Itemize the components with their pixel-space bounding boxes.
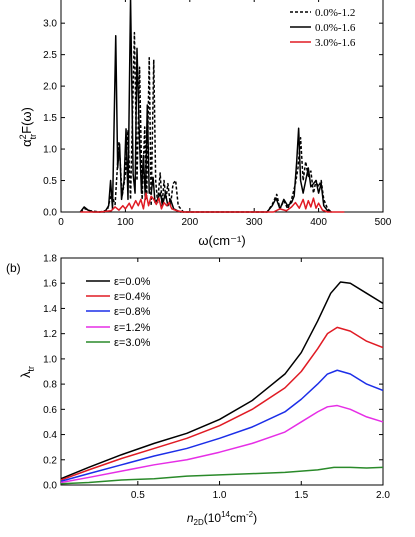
panel-b-lambda-chart: (b) 0.0 0.2 0.4 0.6 0.8 1.0 1.2 1.4 1.6 1.8 0.5 1.… xyxy=(6,254,390,528)
legend-label-eps-0-0: ε=0.0% xyxy=(114,276,151,288)
series-line-0 xyxy=(79,31,332,213)
panel-a-x-axis-label: ω(cm⁻¹) xyxy=(198,233,245,248)
panel-b-x-label-sub: 2D xyxy=(194,518,204,527)
x-tick-label: 500 xyxy=(375,217,392,228)
y-tick-label: 3.0 xyxy=(43,19,57,30)
y-tick-label: 1.0 xyxy=(43,354,57,365)
panel-b-plot-frame xyxy=(60,257,384,486)
series-line-2 xyxy=(60,369,384,482)
panel-b-y-label-lambda: λ xyxy=(18,371,33,378)
x-tick-label: 300 xyxy=(246,217,263,228)
panel-b-legend: ε=0.0% ε=0.4% ε=0.8% ε=1.2% ε=3.0% xyxy=(86,276,151,349)
panel-a-y-label-sup: 2 xyxy=(18,134,28,139)
panel-b-x-label-unit: cm xyxy=(230,511,246,525)
x-tick-label: 1.0 xyxy=(213,490,227,501)
y-tick-label: 1.6 xyxy=(43,279,57,290)
y-tick-label: 0.5 xyxy=(43,176,57,187)
series-line-2 xyxy=(80,192,345,213)
panel-b-y-axis-label: λtr xyxy=(18,366,36,378)
y-tick-label: 2.5 xyxy=(43,50,57,61)
y-tick-label: 0.0 xyxy=(43,481,57,492)
panel-b-x-label-unit-sup: -2 xyxy=(246,510,254,519)
y-tick-label: 1.5 xyxy=(43,113,57,124)
y-tick-label: 2.0 xyxy=(43,82,57,93)
panel-a-x-ticks: 0 100 200 300 400 500 xyxy=(58,0,392,228)
y-tick-label: 0.6 xyxy=(43,405,57,416)
panel-a-y-label-tail: F(ω) xyxy=(19,107,34,134)
panel-b-y-label-sub: tr xyxy=(26,366,36,372)
legend-label-3-0-1-6: 3.0%-1.6 xyxy=(315,37,356,49)
y-tick-label: 1.8 xyxy=(43,254,57,265)
series-line-0 xyxy=(60,281,384,480)
panel-a-series-lines xyxy=(79,0,345,213)
legend-label-eps-1-2: ε=1.2% xyxy=(114,322,151,334)
x-tick-label: 200 xyxy=(181,217,198,228)
panel-a-y-label-alpha: α xyxy=(19,139,34,147)
panel-b-y-ticks: 0.0 0.2 0.4 0.6 0.8 1.0 1.2 1.4 1.6 1.8 xyxy=(43,254,383,492)
series-line-3 xyxy=(60,404,384,484)
y-tick-label: 0.2 xyxy=(43,455,57,466)
y-tick-label: 1.4 xyxy=(43,304,57,315)
panel-b-x-label-tail: (10 xyxy=(204,511,222,525)
x-tick-label: 0 xyxy=(58,217,64,228)
panel-b-label: (b) xyxy=(6,261,21,275)
y-tick-label: 0.8 xyxy=(43,380,57,391)
legend-label-eps-3-0: ε=3.0% xyxy=(114,337,151,349)
series-line-1 xyxy=(60,326,384,481)
panel-b-x-label-close: ) xyxy=(253,511,257,525)
panel-a-y-axis-label: α2trF(ω) xyxy=(18,107,38,147)
x-tick-label: 100 xyxy=(117,217,134,228)
panel-b-x-label-sup: 14 xyxy=(221,510,230,519)
y-tick-label: 0.0 xyxy=(43,208,57,219)
panel-a-y-label-sub: tr xyxy=(28,134,38,140)
x-tick-label: 400 xyxy=(310,217,327,228)
panel-b-x-label-n: n xyxy=(187,511,194,525)
series-line-4 xyxy=(60,466,384,485)
panel-b-x-axis-label: n2D(1014cm-2) xyxy=(187,510,257,527)
y-tick-label: 1.0 xyxy=(43,145,57,156)
panel-a-legend: 0.0%-1.2 0.0%-1.6 3.0%-1.6 xyxy=(290,7,356,49)
y-tick-label: 1.2 xyxy=(43,329,57,340)
legend-label-0-0-1-2: 0.0%-1.2 xyxy=(315,7,355,19)
legend-label-eps-0-4: ε=0.4% xyxy=(114,291,151,303)
x-tick-label: 0.5 xyxy=(131,490,145,501)
x-tick-label: 2.0 xyxy=(376,490,390,501)
legend-label-eps-0-8: ε=0.8% xyxy=(114,306,151,318)
y-tick-label: 0.4 xyxy=(43,430,57,441)
series-line-1 xyxy=(79,0,332,213)
panel-b-series-lines xyxy=(60,281,384,485)
panel-a-spectral-function-chart: 0.0 0.5 1.0 1.5 2.0 2.5 3.0 0 100 200 300 400 500 0… xyxy=(18,0,392,248)
legend-label-0-0-1-6: 0.0%-1.6 xyxy=(315,22,356,34)
x-tick-label: 1.5 xyxy=(294,490,308,501)
panel-b-x-ticks: 0.5 1.0 1.5 2.0 xyxy=(131,258,390,501)
panel-a-y-ticks: 0.0 0.5 1.0 1.5 2.0 2.5 3.0 xyxy=(43,19,383,219)
